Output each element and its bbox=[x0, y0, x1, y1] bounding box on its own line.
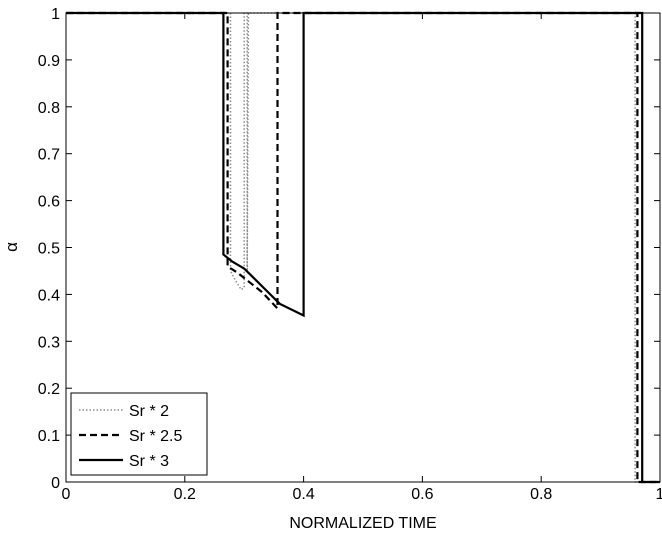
y-axis-label: α bbox=[2, 242, 21, 252]
legend-label-3: Sr * 3 bbox=[129, 453, 169, 470]
series-line-2 bbox=[66, 11, 660, 484]
ticks-layer: 0 0.2 0.4 0.6 0.8 1 0 0.1 0.2 0.3 0.4 0.5 0.6 0.7 0.8 0… bbox=[38, 6, 662, 503]
y-tick-label: 0.8 bbox=[38, 100, 60, 117]
x-tick-label: 1 bbox=[656, 486, 662, 503]
legend-label-1: Sr * 2 bbox=[129, 403, 169, 420]
x-tick-label: 0.6 bbox=[411, 486, 433, 503]
y-tick-label: 0.1 bbox=[38, 428, 60, 445]
legend-label-2: Sr * 2.5 bbox=[129, 428, 182, 445]
y-tick-label: 1 bbox=[51, 6, 60, 23]
legend: Sr * 2 Sr * 2.5 Sr * 3 bbox=[70, 392, 208, 476]
x-tick-label: 0 bbox=[62, 486, 71, 503]
x-tick-label: 0.8 bbox=[530, 486, 552, 503]
y-tick-label: 0.4 bbox=[38, 287, 60, 304]
x-axis-label: NORMALIZED TIME bbox=[289, 515, 436, 532]
y-tick-label: 0.5 bbox=[38, 241, 60, 258]
y-tick-label: 0 bbox=[51, 475, 60, 492]
y-tick-label: 0.7 bbox=[38, 147, 60, 164]
y-tick-label: 0.2 bbox=[38, 381, 60, 398]
y-tick-label: 0.9 bbox=[38, 53, 60, 70]
x-tick-label: 0.4 bbox=[292, 486, 314, 503]
plot-frame bbox=[65, 12, 661, 483]
y-tick-label: 0.6 bbox=[38, 194, 60, 211]
x-tick-label: 0.2 bbox=[174, 486, 196, 503]
y-tick-label: 0.3 bbox=[38, 334, 60, 351]
